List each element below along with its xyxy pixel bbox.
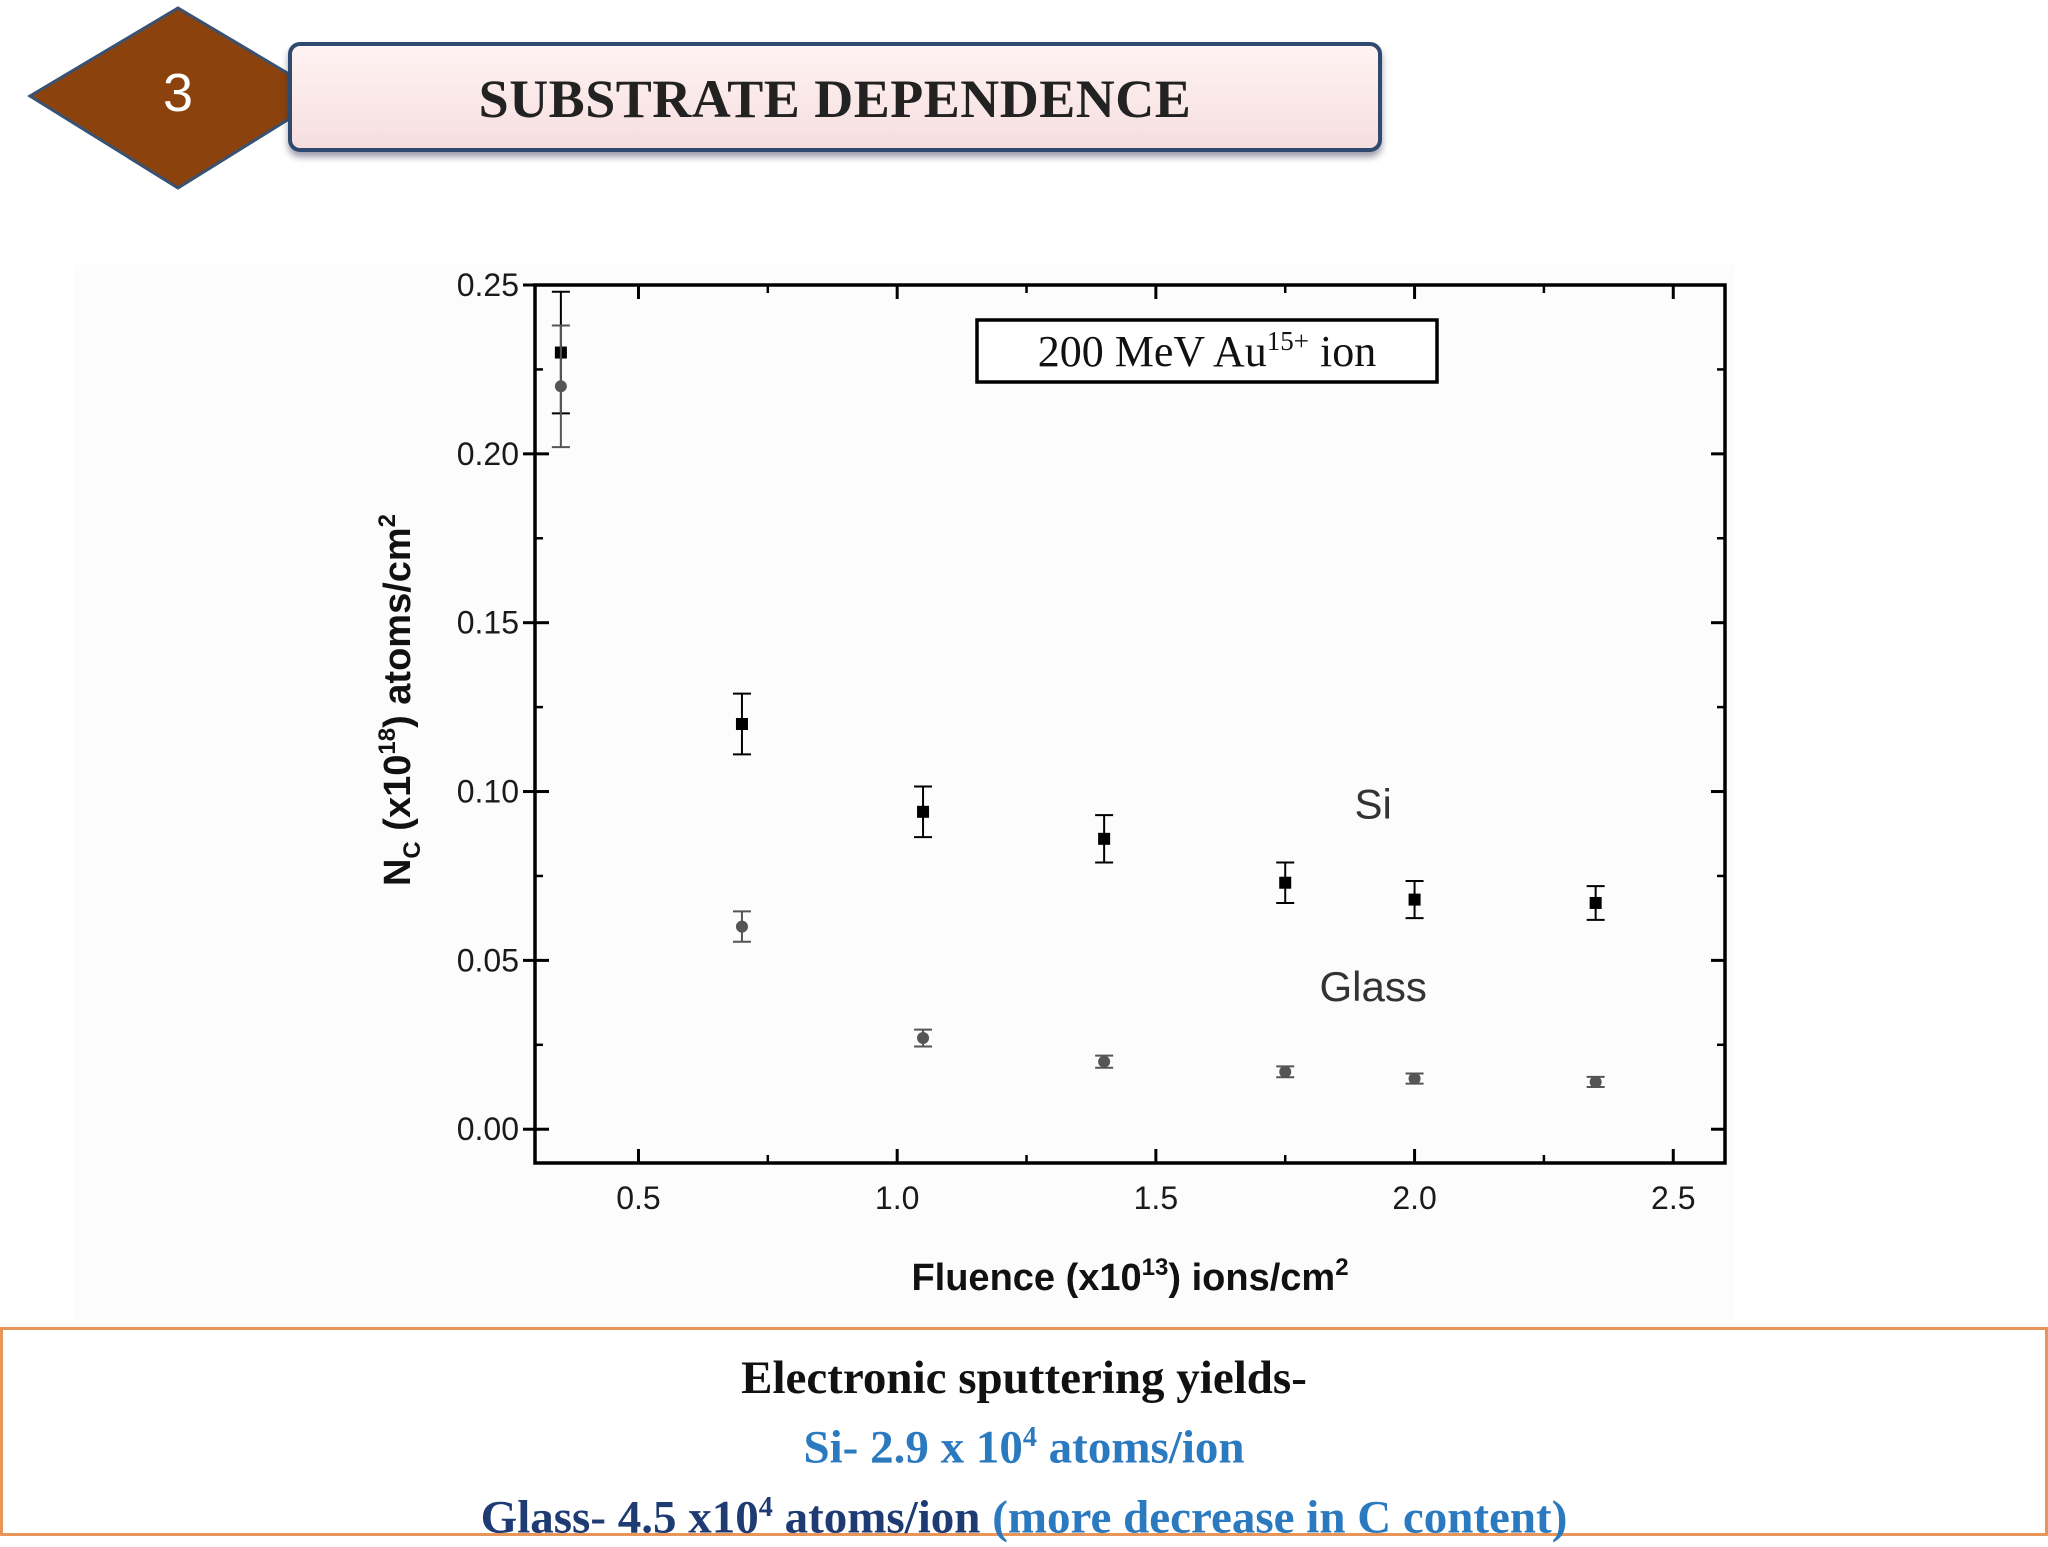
- si-series-label: Si: [1354, 781, 1391, 828]
- annotation-superscript: 15+: [1267, 326, 1309, 356]
- annotation-box: 200 MeV Au15+ ion: [975, 318, 1439, 384]
- y-axis-title: NC (x1018) atoms/cm2: [374, 514, 426, 886]
- x-tick-label: 2.5: [1651, 1180, 1695, 1216]
- slide-number-badge: [27, 6, 329, 190]
- annotation-suffix: ion: [1309, 327, 1376, 376]
- y-tick-label: 0.15: [457, 605, 519, 641]
- glass-series-label: Glass: [1319, 963, 1426, 1010]
- summary-box: Electronic sputtering yields- Si- 2.9 x …: [0, 1327, 2048, 1543]
- si-data-point: [1279, 876, 1292, 889]
- glass-data-point: [1279, 1065, 1292, 1078]
- glass-data-point: [1098, 1055, 1111, 1068]
- x-tick-label: 0.5: [616, 1180, 660, 1216]
- chart: 0.5 1.0 1.5 2.0 2.5 0.00 0.05 0.10 0.15 0.20 0.25 S…: [75, 265, 1735, 1320]
- annotation-label: 200 MeV Au15+ ion: [1038, 326, 1376, 376]
- si-data-point: [1589, 896, 1602, 909]
- chart-layer: 0.5 1.0 1.5 2.0 2.5 0.00 0.05 0.10 0.15 0.20 0.25 S…: [457, 267, 1725, 1216]
- y-tick-label: 0.20: [457, 436, 519, 472]
- x-tick-label: 1.0: [875, 1180, 919, 1216]
- summary-glass-yield: Glass- 4.5 x104 atoms/ion (more decrease…: [480, 1491, 1568, 1544]
- title-banner: SUBSTRATE DEPENDENCE: [288, 42, 1382, 152]
- plot-area-background: [75, 265, 1735, 1320]
- diamond-shape: [27, 6, 329, 190]
- plot-frame: [533, 283, 1727, 1165]
- si-data-point: [917, 805, 930, 818]
- x-axis-title: Fluence (x1013) ions/cm2: [911, 1254, 1348, 1299]
- slide-title: SUBSTRATE DEPENDENCE: [478, 69, 1192, 129]
- y-tick-label: 0.00: [457, 1111, 519, 1147]
- y-tick-label: 0.05: [457, 942, 519, 978]
- x-tick-label: 2.0: [1392, 1180, 1436, 1216]
- glass-data-point: [735, 920, 748, 933]
- y-tick-label: 0.10: [457, 774, 519, 810]
- glass-data-point: [554, 380, 567, 393]
- si-data-point: [1408, 893, 1421, 906]
- si-data-point: [735, 718, 748, 730]
- summary-heading: Electronic sputtering yields-: [741, 1352, 1307, 1404]
- x-tick-label: 1.5: [1134, 1180, 1178, 1216]
- si-data-point: [1098, 832, 1111, 845]
- glass-data-point: [1589, 1075, 1602, 1088]
- summary-glass-note: (more decrease in C content): [980, 1491, 1568, 1544]
- annotation-frame: [975, 318, 1439, 384]
- glass-data-point: [917, 1032, 930, 1045]
- summary-si-yield: Si- 2.9 x 104 atoms/ion: [803, 1421, 1245, 1474]
- glass-data-point: [1408, 1072, 1421, 1085]
- y-tick-label: 0.25: [457, 267, 519, 303]
- slide-number: 3: [162, 63, 194, 123]
